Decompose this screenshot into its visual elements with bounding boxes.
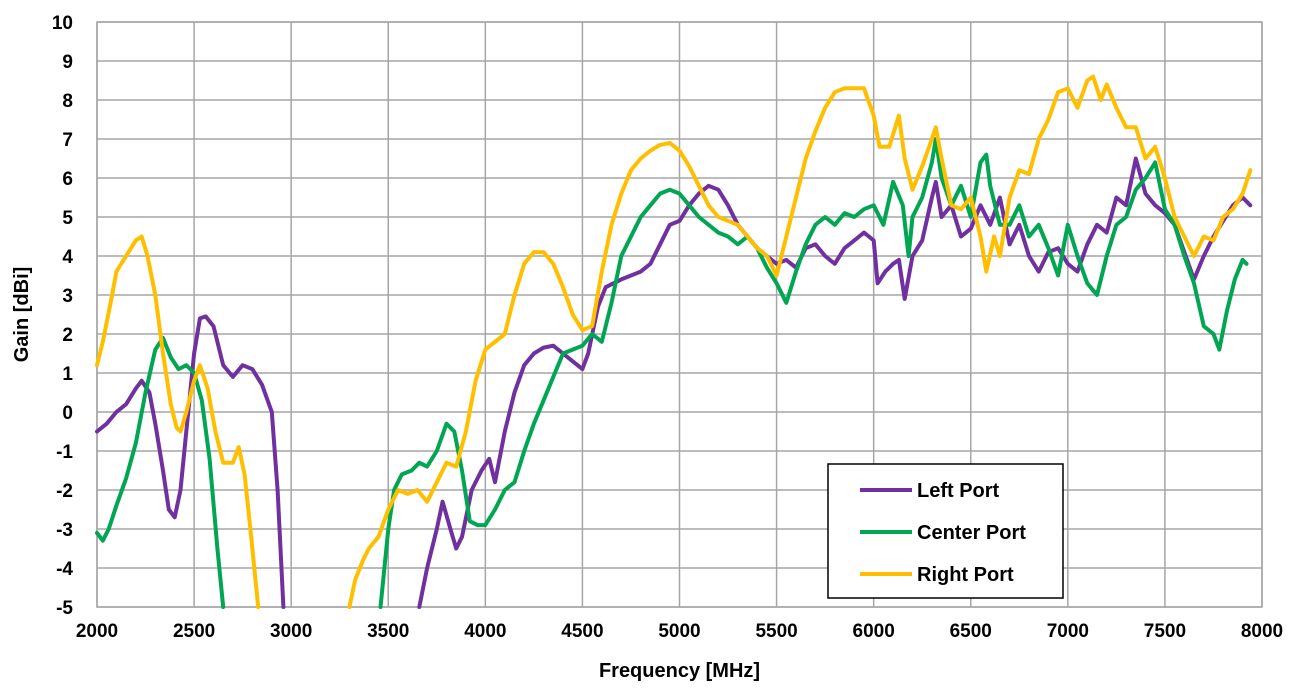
x-tick-label: 7500 bbox=[1144, 621, 1186, 642]
y-tick-label: 4 bbox=[62, 247, 73, 268]
legend: Left Port Center Port Right Port bbox=[827, 463, 1064, 599]
legend-label: Left Port bbox=[917, 480, 1000, 502]
y-tick-label: -4 bbox=[56, 559, 73, 580]
x-tick-label: 7000 bbox=[1047, 621, 1089, 642]
y-tick-label: 1 bbox=[62, 364, 73, 385]
y-tick-label: -1 bbox=[56, 442, 73, 463]
x-tick-label: 4000 bbox=[464, 621, 506, 642]
x-tick-label: 8000 bbox=[1241, 621, 1283, 642]
y-tick-label: -3 bbox=[56, 520, 73, 541]
x-tick-label: 2500 bbox=[173, 621, 215, 642]
x-tick-label: 6500 bbox=[950, 621, 992, 642]
y-tick-label: -2 bbox=[56, 481, 73, 502]
plot-area-border bbox=[96, 21, 1263, 608]
y-axis-title: Gain [dBi] bbox=[11, 267, 33, 363]
series-line-2 bbox=[95, 137, 1249, 609]
x-tick-label: 3500 bbox=[367, 621, 409, 642]
x-tick-label: 2000 bbox=[76, 621, 118, 642]
y-tick-label: 0 bbox=[62, 403, 73, 424]
y-tick-labels: -5 -4 -3 -2 -1 0 1 2 3 4 5 6 7 8 9 10 bbox=[52, 13, 74, 619]
y-tick-label: 3 bbox=[62, 286, 73, 307]
x-tick-label: 5000 bbox=[658, 621, 700, 642]
series-line-3 bbox=[95, 74, 1253, 609]
y-tick-label: 6 bbox=[62, 169, 73, 190]
legend-label: Right Port bbox=[917, 564, 1014, 586]
legend-label: Center Port bbox=[917, 522, 1026, 544]
y-tick-label: 9 bbox=[62, 52, 73, 73]
series-layer bbox=[95, 74, 1253, 609]
y-tick-label: 7 bbox=[62, 130, 73, 151]
y-tick-label: 2 bbox=[62, 325, 73, 346]
x-tick-labels: 2000 2500 3000 3500 4000 4500 5000 5500 6000 6500… bbox=[76, 621, 1283, 642]
x-tick-label: 3000 bbox=[270, 621, 312, 642]
y-tick-label: 5 bbox=[62, 208, 73, 229]
x-tick-label: 4500 bbox=[561, 621, 603, 642]
y-tick-label: 10 bbox=[52, 13, 73, 34]
x-tick-label: 5500 bbox=[755, 621, 797, 642]
y-tick-label: 8 bbox=[62, 91, 73, 112]
x-tick-label: 6000 bbox=[853, 621, 895, 642]
series-line-1 bbox=[95, 156, 1253, 609]
x-axis-title: Frequency [MHz] bbox=[599, 660, 760, 682]
y-tick-label: -5 bbox=[56, 598, 73, 619]
